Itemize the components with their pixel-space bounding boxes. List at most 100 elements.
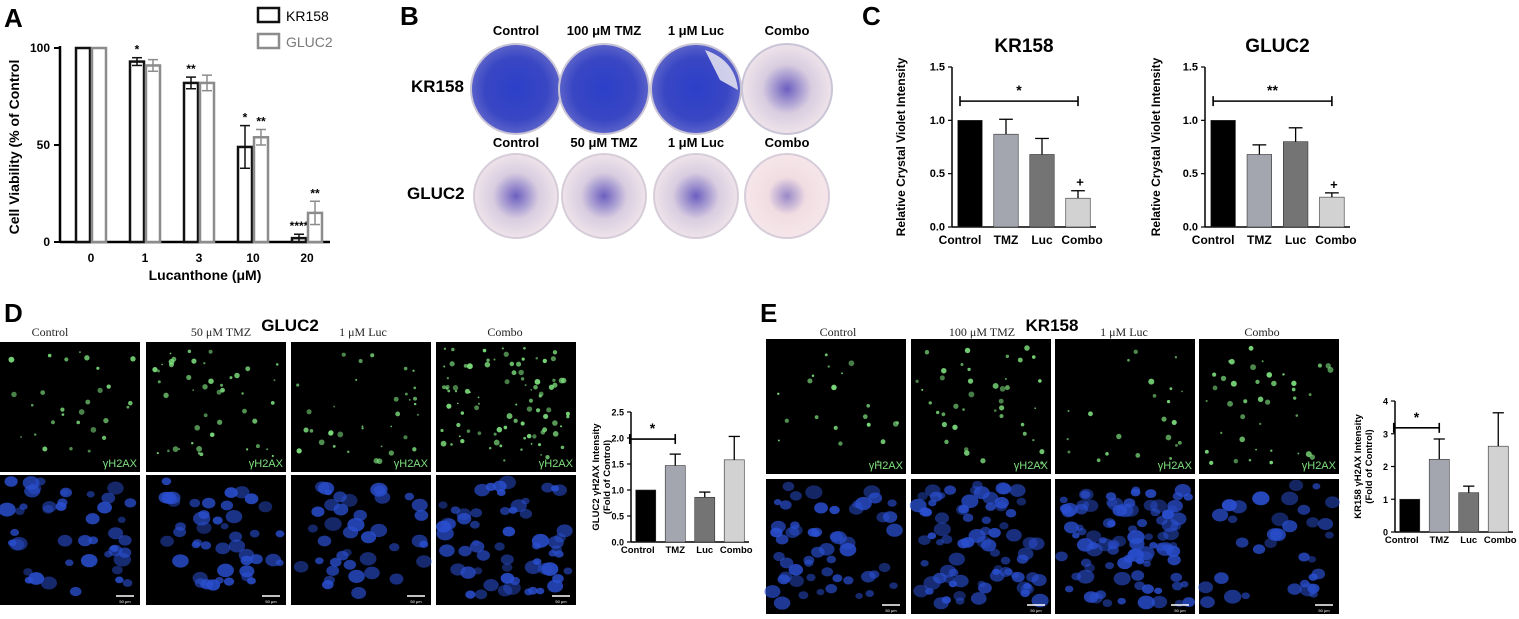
nucleus — [925, 587, 934, 595]
h2ax-focus — [1270, 449, 1273, 452]
h2ax-focus — [370, 353, 375, 358]
bar-kr158 — [128, 60, 146, 244]
h2ax-focus — [552, 350, 558, 355]
h2ax-focus — [1255, 448, 1257, 451]
h2ax-focus — [566, 415, 570, 419]
nucleus — [42, 501, 57, 513]
h2ax-focus — [1266, 372, 1273, 378]
h2ax-focus — [777, 439, 780, 442]
nucleus — [88, 536, 99, 545]
nucleus — [35, 477, 46, 486]
nucleus — [465, 590, 476, 599]
h2ax-focus — [1230, 380, 1237, 387]
nucleus — [240, 555, 253, 566]
nucleus — [958, 504, 969, 514]
h2ax-focus — [413, 386, 417, 390]
nucleus — [1235, 537, 1249, 548]
nucleus — [1113, 571, 1131, 586]
nucleus — [111, 565, 123, 575]
h2ax-focus — [565, 411, 570, 416]
nucleus — [773, 499, 782, 506]
nucleus — [1297, 504, 1311, 515]
nucleus — [982, 491, 999, 505]
nucleus — [1088, 541, 1099, 550]
h2ax-focus — [814, 415, 819, 420]
h2ax-focus — [161, 363, 163, 366]
h2ax-focus — [1166, 399, 1171, 404]
h2ax-focus — [90, 427, 97, 433]
h2ax-focus — [266, 448, 269, 451]
nucleus — [1143, 499, 1158, 511]
h2ax-focus — [8, 356, 15, 363]
h2ax-focus — [463, 363, 468, 368]
nucleus — [807, 527, 819, 537]
bar-combo — [723, 459, 745, 543]
dish-col-label: 50 μM TMZ — [570, 135, 637, 150]
y-tick-label: 1.5 — [1183, 62, 1198, 74]
nucleus — [1137, 595, 1155, 610]
nucleus — [500, 554, 514, 565]
bar-gluc2 — [90, 46, 108, 244]
y-tick-label: 0 — [1383, 528, 1388, 538]
nucleus — [229, 531, 243, 542]
h2ax-focus — [64, 357, 69, 362]
h2ax-focus — [486, 358, 490, 362]
h2ax-focus — [413, 396, 418, 401]
h2ax-focus — [953, 403, 959, 409]
nucleus — [1230, 500, 1247, 514]
nucleus — [42, 504, 54, 514]
nucleus — [839, 542, 857, 557]
nucleus — [1117, 557, 1133, 570]
nucleus — [999, 522, 1009, 530]
nucleus — [493, 480, 507, 492]
nucleus — [342, 548, 352, 557]
h2ax-focus — [103, 417, 109, 424]
nucleus — [501, 563, 513, 572]
dapi-image-tile — [766, 479, 906, 614]
dish-kr158-luc-clear-patch — [705, 50, 738, 90]
nucleus — [1130, 488, 1141, 497]
h2ax-focus — [460, 411, 465, 415]
bar-gluc2 — [144, 64, 162, 244]
nucleus — [1112, 535, 1127, 547]
nucleus — [1307, 555, 1317, 563]
h2ax-image-tile — [1055, 339, 1195, 474]
nucleus — [224, 487, 238, 498]
h2ax-focus — [452, 385, 459, 391]
nucleus — [889, 582, 898, 589]
nucleus — [351, 587, 367, 599]
h2ax-focus — [526, 433, 532, 439]
bar-gluc2 — [198, 81, 216, 244]
nucleus — [1072, 532, 1080, 539]
h2ax-focus — [967, 367, 971, 372]
h2ax-focus — [464, 388, 470, 394]
h2ax-focus — [1020, 422, 1025, 427]
h2ax-focus — [523, 436, 527, 440]
nucleus — [175, 522, 186, 531]
nucleus — [499, 506, 511, 516]
nucleus — [1174, 599, 1184, 608]
h2ax-focus — [509, 361, 515, 367]
h2ax-focus — [827, 365, 830, 368]
bar-control — [635, 489, 657, 543]
h2ax-image-tile — [146, 342, 286, 472]
nucleus — [1059, 496, 1068, 504]
h2ax-focus — [523, 346, 526, 350]
nucleus — [86, 491, 95, 498]
nucleus — [1143, 560, 1151, 568]
h2ax-focus — [963, 450, 970, 456]
nucleus — [1306, 517, 1320, 528]
scale-bar-label: 50 μm — [265, 599, 277, 604]
nucleus — [1170, 572, 1183, 583]
h2ax-focus — [807, 378, 813, 384]
significance-mark: + — [1076, 175, 1084, 190]
nucleus — [976, 535, 992, 548]
nucleus — [1325, 496, 1340, 509]
h2ax-focus — [456, 422, 461, 428]
nucleus — [1006, 528, 1022, 542]
h2ax-focus — [85, 399, 91, 405]
nucleus — [1252, 491, 1270, 506]
nucleus — [85, 513, 100, 525]
nucleus — [1227, 515, 1238, 524]
h2ax-focus — [456, 402, 459, 405]
